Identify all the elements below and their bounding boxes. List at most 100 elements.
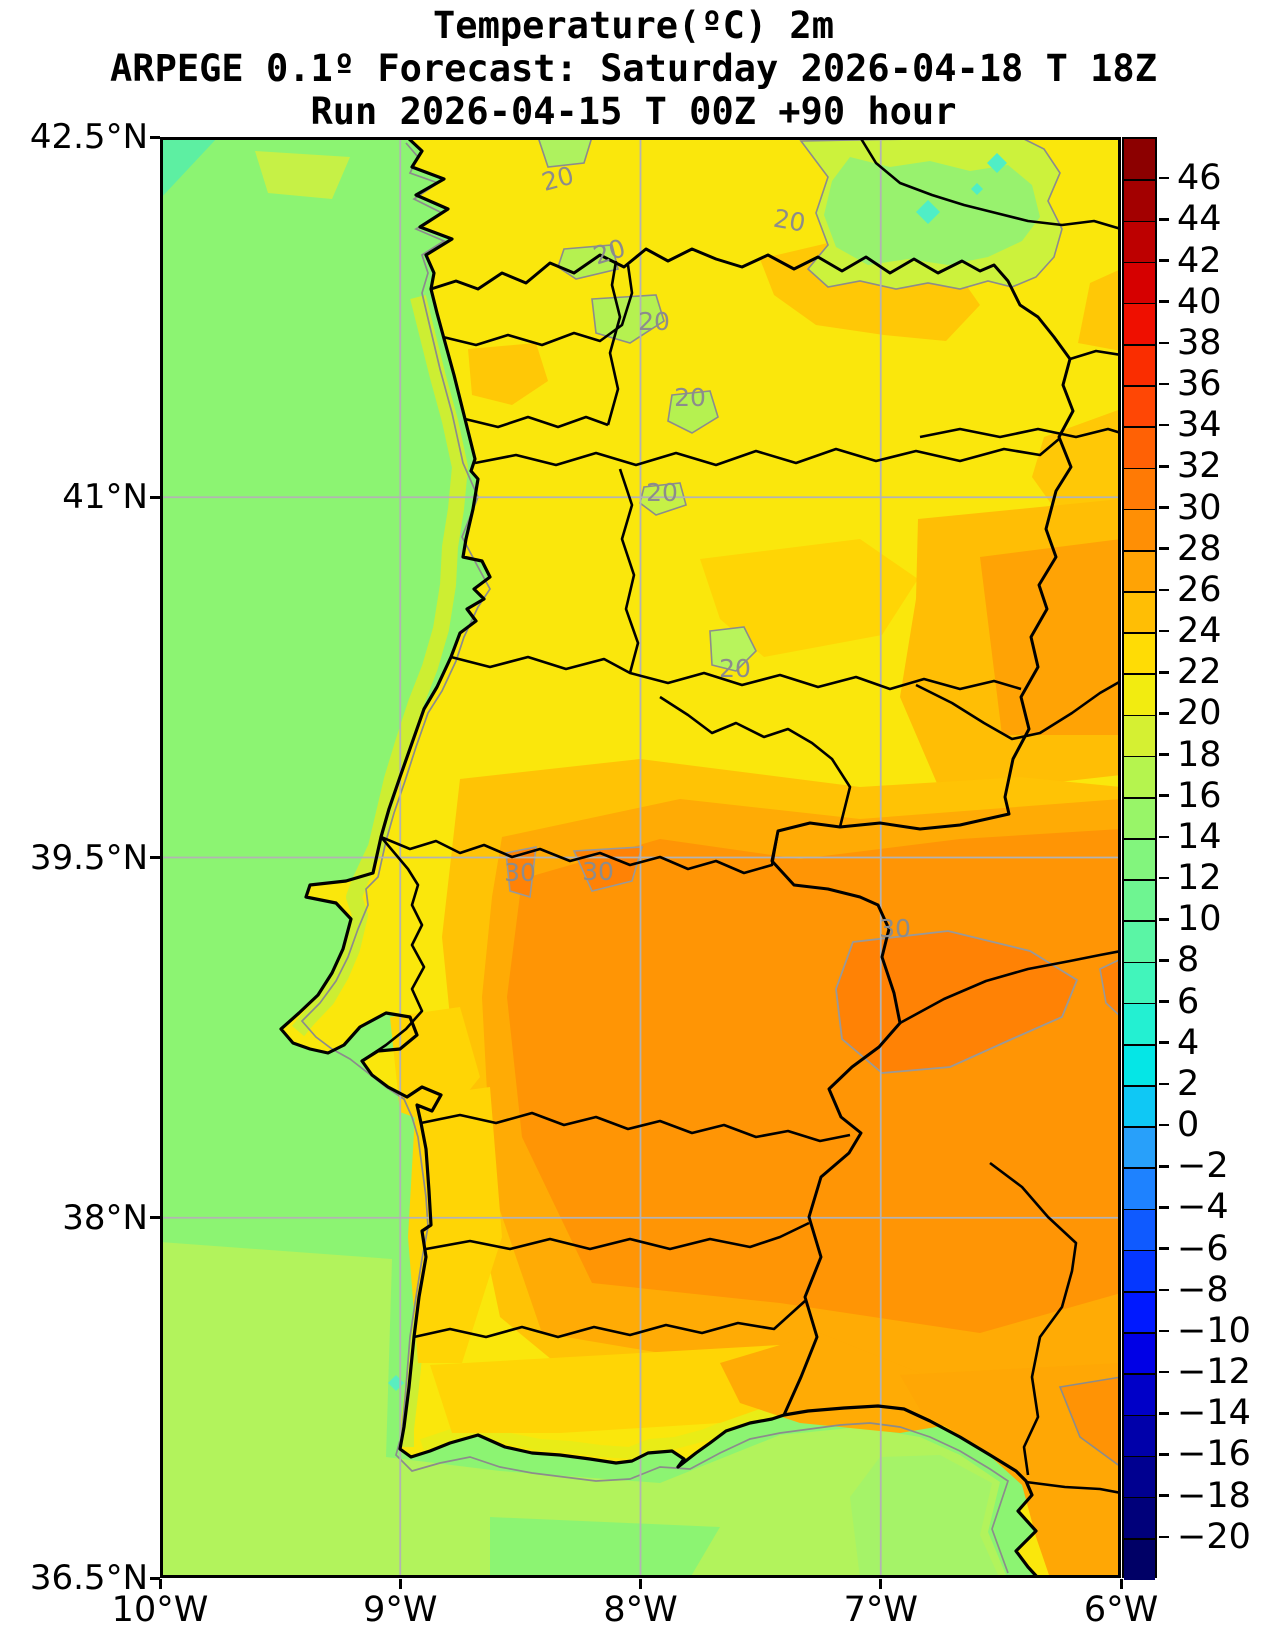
cool-patch-a xyxy=(537,137,593,168)
orange-se-spain-core xyxy=(1058,1376,1121,1468)
colorbar-tick-mark xyxy=(1159,1041,1169,1045)
colorbar-tick-label: −10 xyxy=(1177,1310,1251,1351)
colorbar-segment xyxy=(1124,509,1155,551)
map-area: 20 20 20 20 20 20 20 30 30 30 xyxy=(160,137,1121,1578)
gold-patch-center xyxy=(700,539,918,657)
hot-blob-se xyxy=(835,930,1079,1074)
colorbar-segment xyxy=(1124,262,1155,304)
colorbar-tick-mark xyxy=(1159,712,1169,715)
hot-blob-se-edge xyxy=(1099,958,1121,1019)
colorbar-boundary-line xyxy=(1124,426,1155,428)
colorbar-segment xyxy=(1124,1374,1155,1416)
colorbar-tick-mark xyxy=(1159,465,1169,468)
colorbar-tick-mark xyxy=(1159,1123,1169,1127)
colorbar-tick-mark xyxy=(1159,218,1169,221)
colorbar-boundary-line xyxy=(1124,961,1155,964)
plot-title: Temperature(ºC) 2m xyxy=(433,4,834,47)
ocean-south-warm xyxy=(160,1242,1006,1578)
contour-label-30: 30 xyxy=(582,857,614,886)
colorbar-tick-label: 6 xyxy=(1177,981,1200,1022)
contour-label-20: 20 xyxy=(674,383,706,412)
colorbar-boundary-line xyxy=(1124,714,1155,717)
colorbar-tick-label: 2 xyxy=(1177,1063,1200,1104)
district-boundaries xyxy=(361,260,1060,1339)
teal-diamond-2 xyxy=(987,153,1007,173)
colorbar-segment xyxy=(1124,838,1155,881)
colorbar-tick-mark xyxy=(1159,300,1169,303)
x-axis-tick-mark xyxy=(158,1579,162,1589)
colorbar-boundary-line xyxy=(1124,1043,1155,1046)
colorbar-tick-mark xyxy=(1159,917,1169,921)
ocean-warm-patch-nw xyxy=(255,151,350,199)
colorbar-tick-label: −18 xyxy=(1177,1475,1251,1516)
colorbar-tick-mark xyxy=(1159,794,1169,798)
contour-label-30: 30 xyxy=(879,914,911,943)
colorbar-boundary-line xyxy=(1124,1085,1155,1087)
colorbar-tick-mark xyxy=(1159,176,1169,180)
y-axis-tick-label: 42.5°N xyxy=(29,117,148,157)
colorbar-boundary-line xyxy=(1124,467,1155,470)
colorbar-segment xyxy=(1124,386,1155,428)
x-axis-tick-label: 8°W xyxy=(603,1590,678,1630)
colorbar-segment xyxy=(1124,139,1155,181)
colorbar-segment xyxy=(1124,1209,1155,1251)
colorbar-tick-mark xyxy=(1159,547,1169,550)
colorbar-tick-mark xyxy=(1159,1453,1169,1456)
colorbar-tick-mark xyxy=(1159,506,1169,509)
colorbar-boundary-line xyxy=(1124,920,1155,923)
colorbar-segment xyxy=(1124,1168,1155,1210)
colorbar-segment xyxy=(1124,1497,1155,1539)
colorbar-segment xyxy=(1124,715,1155,757)
colorbar-boundary-line xyxy=(1124,549,1155,552)
colorbar-tick-mark xyxy=(1159,1288,1169,1292)
ocean-south-green-patch xyxy=(490,1517,720,1578)
ocean-cool-patch xyxy=(160,137,218,199)
colorbar-boundary-line xyxy=(1124,1291,1155,1293)
colorbar-tick-label: 32 xyxy=(1177,446,1222,487)
colorbar-tick-label: −6 xyxy=(1177,1228,1229,1269)
plot-subtitle-forecast: ARPEGE 0.1º Forecast: Saturday 2026-04-1… xyxy=(110,47,1157,90)
y-axis-tick-label: 38°N xyxy=(62,1197,148,1238)
colorbar-tick-mark xyxy=(1159,1000,1169,1003)
x-axis-tick-label: 7°W xyxy=(843,1590,918,1630)
colorbar-tick-label: 40 xyxy=(1177,281,1222,322)
colorbar-tick-label: 8 xyxy=(1177,940,1200,981)
colorbar-boundary-line xyxy=(1124,1538,1155,1540)
orange-se-spain xyxy=(900,1363,1121,1578)
colorbar-boundary-line xyxy=(1124,1126,1155,1128)
colorbar-tick-mark xyxy=(1159,835,1169,839)
colorbar-segment xyxy=(1124,962,1155,1004)
x-axis-tick-mark xyxy=(639,1579,642,1589)
x-axis-tick-label: 9°W xyxy=(363,1590,438,1630)
colorbar-boundary-line xyxy=(1124,1414,1155,1417)
colorbar-boundary-line xyxy=(1124,632,1155,634)
colorbar-segment xyxy=(1124,1003,1155,1045)
colorbar-tick-label: −14 xyxy=(1177,1393,1251,1434)
map-frame xyxy=(160,137,1121,1578)
colorbar-tick-mark xyxy=(1159,382,1169,386)
colorbar-boundary-line xyxy=(1124,261,1155,264)
colorbar-boundary-line xyxy=(1124,879,1155,881)
colorbar-tick-mark xyxy=(1159,1247,1169,1250)
colorbar-boundary-line xyxy=(1124,385,1155,387)
colorbar-segment xyxy=(1124,221,1155,263)
colorbar-tick-label: 12 xyxy=(1177,858,1222,899)
hot-blob-1 xyxy=(505,845,537,899)
colorbar-tick-mark xyxy=(1159,1412,1169,1415)
colorbar-boundary-line xyxy=(1124,1332,1155,1334)
colorbar-segment xyxy=(1124,550,1155,592)
colorbar-segment xyxy=(1124,1250,1155,1292)
y-axis-tick-mark xyxy=(150,856,160,859)
colorbar-tick-mark xyxy=(1159,1329,1169,1333)
colorbar-tick-label: 4 xyxy=(1177,1022,1200,1063)
colorbar-tick-label: −4 xyxy=(1177,1187,1229,1228)
colorbar-tick-label: 30 xyxy=(1177,487,1222,528)
colorbar-segment xyxy=(1124,180,1155,222)
graticule xyxy=(160,137,1121,1578)
colorbar-tick-mark xyxy=(1159,1494,1169,1497)
colorbar-tick-label: −8 xyxy=(1177,1269,1229,1310)
colorbar-boundary-line xyxy=(1124,838,1155,840)
colorbar-tick-label: 46 xyxy=(1177,158,1222,199)
colorbar-boundary-line xyxy=(1124,673,1155,676)
